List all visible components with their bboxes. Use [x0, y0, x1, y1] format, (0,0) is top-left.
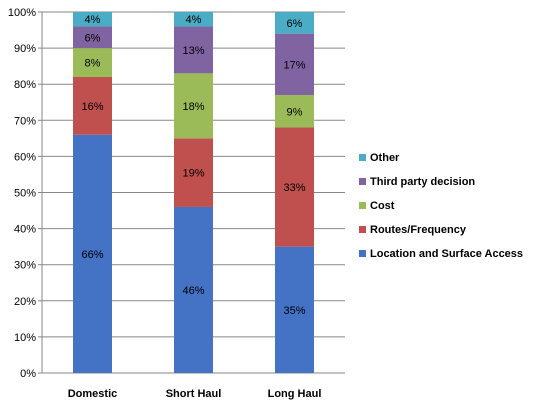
bar-segment — [73, 48, 112, 77]
bar-segment — [275, 12, 314, 34]
bars — [73, 12, 314, 373]
legend-entry: Routes/Frequency — [370, 224, 467, 236]
y-tick-label: 40% — [14, 224, 36, 236]
y-tick-label: 90% — [14, 43, 36, 55]
bar-segment — [73, 26, 112, 49]
data-label: 18% — [182, 101, 204, 113]
y-tick-label: 30% — [14, 260, 36, 272]
y-tick-label: 0% — [20, 368, 36, 380]
data-label: 33% — [283, 182, 305, 194]
y-tick-label: 60% — [14, 151, 36, 163]
bar-segment — [73, 134, 112, 373]
x-category-label: Long Haul — [268, 388, 322, 400]
legend-swatch — [359, 178, 366, 185]
data-label: 16% — [81, 101, 103, 113]
data-label: 9% — [287, 106, 303, 118]
legend-entry: Location and Surface Access — [370, 248, 523, 260]
legend-swatch — [359, 202, 366, 209]
data-label: 6% — [85, 32, 101, 44]
y-tick-label: 100% — [8, 7, 36, 19]
data-labels: 66% 16% 8% 6% 4% 46% 19% 18% 13% 4% 35% 33% 9% 17% 6% — [81, 14, 305, 317]
legend-swatch — [359, 250, 366, 257]
bar-segment — [275, 246, 314, 373]
x-category-label: Short Haul — [166, 388, 222, 400]
bar-segment — [174, 26, 213, 74]
legend-entry: Cost — [370, 200, 395, 212]
y-tick-label: 10% — [14, 332, 36, 344]
legend-entry: Other — [370, 152, 400, 164]
bar-segment — [275, 33, 314, 96]
legend-swatch — [359, 154, 366, 161]
bar-segment — [275, 127, 314, 247]
bar-segment — [73, 12, 112, 27]
data-label: 66% — [81, 249, 103, 261]
legend: Other Third party decision Cost Routes/Freq… — [359, 152, 523, 260]
legend-swatch — [359, 226, 366, 233]
data-label: 6% — [287, 18, 303, 30]
bar-segment — [275, 95, 314, 128]
y-tick-label: 70% — [14, 115, 36, 127]
x-category-label: Domestic — [68, 388, 118, 400]
data-label: 17% — [283, 59, 305, 71]
data-label: 19% — [182, 168, 204, 180]
data-label: 35% — [283, 305, 305, 317]
data-label: 13% — [182, 45, 204, 57]
bar-segment — [73, 76, 112, 135]
data-label: 8% — [85, 58, 101, 70]
data-label: 4% — [85, 14, 101, 26]
y-tick-label: 50% — [14, 188, 36, 200]
bar-segment — [174, 12, 213, 27]
y-tick-label: 80% — [14, 79, 36, 91]
data-label: 4% — [186, 14, 202, 26]
y-tick-label: 20% — [14, 296, 36, 308]
bar-segment — [174, 73, 213, 139]
legend-entry: Third party decision — [370, 176, 475, 188]
bar-segment — [174, 206, 213, 373]
data-label: 46% — [182, 285, 204, 297]
bar-segment — [174, 138, 213, 207]
